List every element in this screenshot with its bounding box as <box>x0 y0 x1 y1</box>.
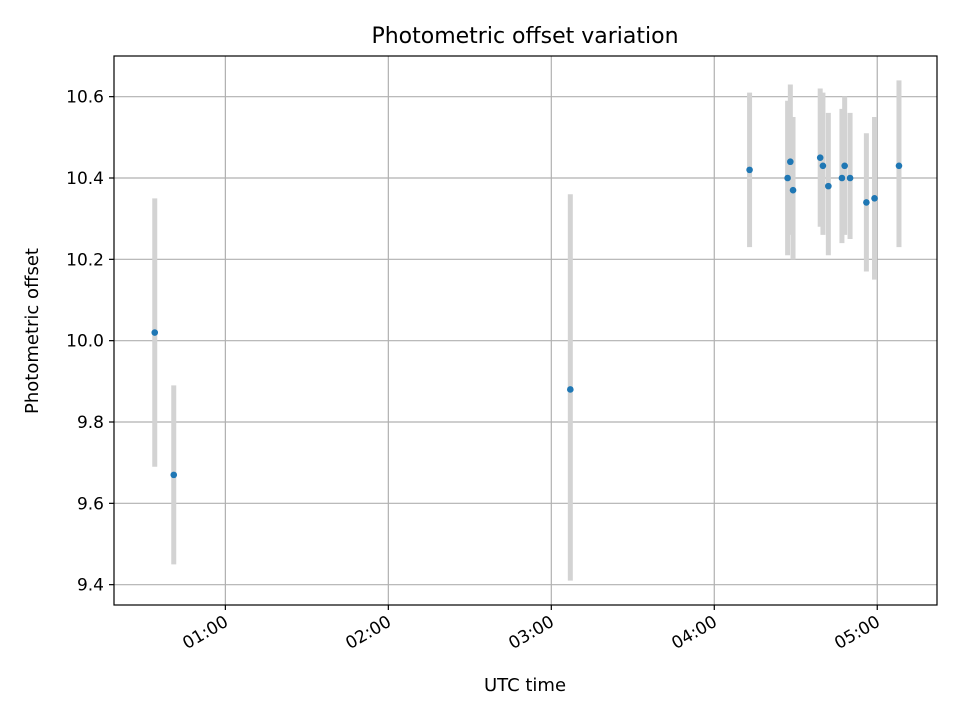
x-tick-label: 03:00 <box>505 612 557 654</box>
data-point <box>838 174 846 182</box>
data-points <box>151 154 903 479</box>
data-point <box>784 174 791 182</box>
y-tick-label: 10.4 <box>66 169 104 189</box>
data-point <box>170 471 178 479</box>
y-axis-label: Photometric offset <box>22 248 43 414</box>
data-point <box>819 162 827 170</box>
data-point <box>846 174 854 182</box>
data-point <box>787 158 794 166</box>
data-point <box>825 182 832 190</box>
data-point <box>151 329 159 336</box>
data-point <box>567 386 574 393</box>
x-tick-label: 04:00 <box>668 612 720 654</box>
y-tick-label: 10.6 <box>66 88 104 108</box>
axis-ticks: 01:00 02:00 03:00 04:00 05:00 9.4 9.6 9.8 10.0 10… <box>66 88 884 654</box>
x-tick-label: 01:00 <box>179 612 231 654</box>
errorbars <box>152 80 902 581</box>
y-tick-label: 9.6 <box>77 494 104 514</box>
y-tick-label: 10.0 <box>66 332 104 352</box>
data-point <box>746 166 753 174</box>
data-point <box>816 154 824 161</box>
data-point <box>863 199 870 206</box>
data-point <box>841 162 848 170</box>
y-tick-label: 10.2 <box>66 250 104 270</box>
y-tick-label: 9.4 <box>77 576 104 596</box>
x-tick-label: 02:00 <box>342 612 394 654</box>
data-point <box>871 195 878 202</box>
grid <box>114 56 937 605</box>
chart-title: Photometric offset variation <box>371 24 678 49</box>
x-axis-label: UTC time <box>484 675 566 696</box>
data-point <box>789 186 797 194</box>
plot-frame <box>113 55 938 606</box>
x-tick-label: 05:00 <box>831 612 883 654</box>
y-tick-label: 9.8 <box>77 413 104 433</box>
data-point <box>895 162 903 170</box>
